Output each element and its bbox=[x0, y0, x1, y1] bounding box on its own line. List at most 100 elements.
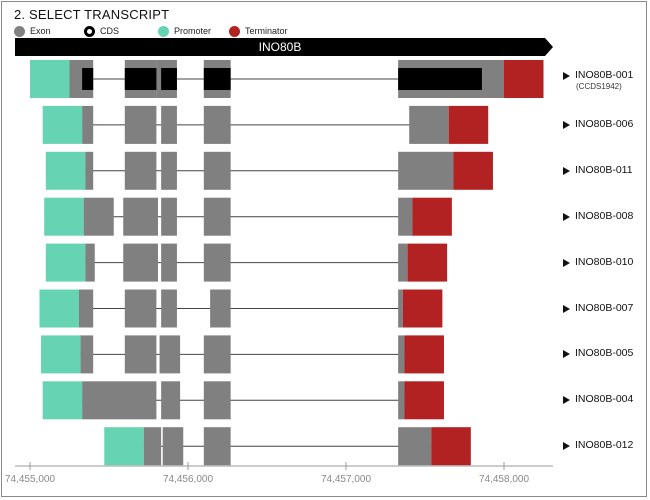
exon-block bbox=[161, 105, 177, 144]
transcript-label[interactable]: INO80B-001 bbox=[575, 69, 634, 81]
axis-tick-label: 74,456,000 bbox=[162, 474, 214, 485]
transcript-label[interactable]: INO80B-012 bbox=[575, 439, 634, 452]
exon-block bbox=[203, 105, 231, 144]
legend-item-exon: Exon bbox=[14, 24, 51, 38]
transcript-ccds-id: (CCDS1942) bbox=[576, 82, 622, 91]
exon-block bbox=[123, 243, 158, 282]
promoter-block bbox=[42, 381, 83, 420]
promoter-block bbox=[41, 335, 81, 374]
gene-name: INO80B bbox=[258, 40, 302, 54]
legend-label-exon: Exon bbox=[30, 26, 51, 36]
exon-block bbox=[85, 243, 95, 282]
exon-block bbox=[398, 427, 432, 466]
transcript-row-ino80b-004[interactable] bbox=[42, 381, 444, 420]
promoter-block bbox=[104, 427, 144, 466]
expand-arrow-icon[interactable] bbox=[563, 442, 570, 451]
transcript-row-ino80b-010[interactable] bbox=[45, 243, 448, 282]
expand-arrow-icon[interactable] bbox=[563, 258, 570, 267]
exon-block bbox=[162, 427, 184, 466]
exon-block bbox=[123, 197, 158, 236]
promoter-block bbox=[39, 289, 79, 328]
exon-block bbox=[82, 105, 94, 144]
expand-arrow-icon[interactable] bbox=[563, 396, 570, 405]
transcript-label[interactable]: INO80B-010 bbox=[575, 255, 634, 268]
exon-block bbox=[161, 289, 177, 328]
axis-ticks bbox=[29, 462, 505, 470]
gene-bar bbox=[15, 38, 553, 56]
exon-block bbox=[85, 151, 94, 190]
terminator-block bbox=[404, 335, 444, 374]
exon-block bbox=[124, 289, 157, 328]
transcript-row-ino80b-006[interactable] bbox=[42, 105, 489, 144]
legend-item-terminator: Terminator bbox=[229, 24, 288, 38]
exon-block bbox=[161, 197, 177, 236]
transcript-label[interactable]: INO80B-008 bbox=[575, 209, 634, 222]
exon-block bbox=[398, 289, 403, 328]
transcript-row-ino80b-005[interactable] bbox=[41, 335, 444, 374]
exon-block bbox=[161, 243, 177, 282]
exon-block bbox=[203, 151, 231, 190]
legend-item-cds: CDS bbox=[84, 24, 119, 38]
exon-block bbox=[398, 243, 408, 282]
terminator-block bbox=[448, 105, 489, 144]
cds-block bbox=[124, 68, 157, 90]
cds-swatch-icon bbox=[84, 25, 95, 37]
exon-block bbox=[124, 151, 157, 190]
transcript-row-ino80b-008[interactable] bbox=[44, 197, 452, 236]
exon-block bbox=[203, 197, 231, 236]
cds-block bbox=[203, 68, 231, 90]
terminator-swatch-icon bbox=[229, 25, 240, 37]
terminator-block bbox=[412, 197, 452, 236]
exon-block bbox=[398, 381, 405, 420]
expand-arrow-icon[interactable] bbox=[563, 350, 570, 359]
transcript-row-ino80b-012[interactable] bbox=[104, 427, 471, 466]
exon-block bbox=[398, 151, 454, 190]
terminator-block bbox=[407, 243, 448, 282]
exon-block bbox=[210, 289, 231, 328]
exon-block bbox=[203, 427, 231, 466]
terminator-block bbox=[404, 381, 444, 420]
terminator-block bbox=[431, 427, 471, 466]
section-title: 2. SELECT TRANSCRIPT bbox=[14, 7, 170, 22]
cds-block bbox=[398, 68, 482, 90]
legend-label-promoter: Promoter bbox=[174, 26, 212, 36]
transcript-label[interactable]: INO80B-004 bbox=[575, 393, 634, 406]
axis-tick-label: 74,455,000 bbox=[4, 474, 56, 485]
expand-arrow-icon[interactable] bbox=[563, 120, 570, 129]
exon-block bbox=[161, 151, 177, 190]
transcript-label[interactable]: INO80B-007 bbox=[575, 301, 634, 314]
transcript-label[interactable]: INO80B-006 bbox=[575, 117, 634, 130]
exon-block bbox=[124, 335, 157, 374]
axis-tick-label: 74,457,000 bbox=[320, 474, 372, 485]
expand-arrow-icon[interactable] bbox=[563, 304, 570, 313]
exon-block bbox=[124, 105, 157, 144]
cds-block bbox=[161, 68, 177, 90]
transcript-label[interactable]: INO80B-011 bbox=[575, 163, 633, 176]
promoter-block bbox=[30, 60, 70, 98]
exon-block bbox=[82, 381, 157, 420]
exon-block bbox=[409, 105, 449, 144]
expand-arrow-icon[interactable] bbox=[563, 166, 570, 175]
axis-tick-label: 74,458,000 bbox=[478, 474, 530, 485]
exon-swatch-icon bbox=[14, 25, 25, 37]
legend-label-terminator: Terminator bbox=[245, 26, 288, 36]
transcript-row-ino80b-007[interactable] bbox=[39, 289, 443, 328]
promoter-block bbox=[44, 197, 84, 236]
expand-arrow-icon[interactable] bbox=[563, 212, 570, 221]
legend-item-promoter: Promoter bbox=[158, 24, 211, 38]
promoter-block bbox=[42, 105, 83, 144]
legend-label-cds: CDS bbox=[100, 26, 120, 36]
transcript-row-ino80b-001[interactable] bbox=[30, 60, 544, 98]
promoter-swatch-icon bbox=[158, 25, 169, 37]
exon-block bbox=[161, 381, 181, 420]
expand-arrow-icon[interactable] bbox=[563, 72, 570, 80]
transcript-label[interactable]: INO80B-005 bbox=[575, 347, 634, 360]
transcript-row-ino80b-011[interactable] bbox=[45, 151, 493, 190]
exon-block bbox=[203, 243, 231, 282]
cds-block bbox=[82, 68, 94, 90]
exon-block bbox=[398, 197, 413, 236]
exon-block bbox=[83, 197, 114, 236]
transcript-rows bbox=[30, 60, 544, 466]
